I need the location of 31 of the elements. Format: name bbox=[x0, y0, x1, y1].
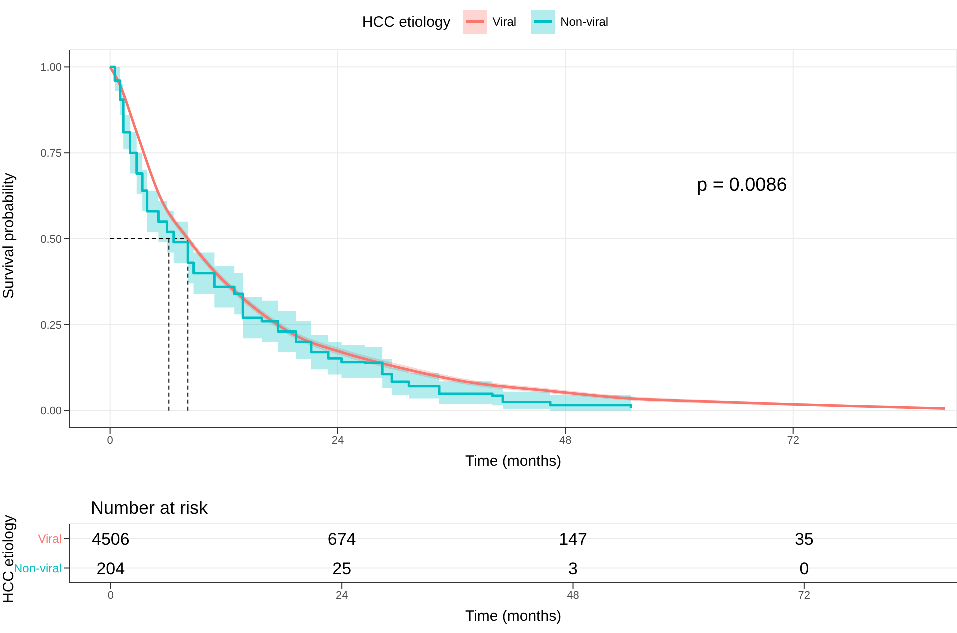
data-label: 35 bbox=[794, 530, 814, 549]
y-tick-label: Viral bbox=[38, 532, 62, 546]
data-label: 674 bbox=[328, 530, 356, 549]
legend-label: Viral bbox=[492, 15, 517, 29]
annotation: p = 0.0086 bbox=[697, 175, 788, 197]
x-axis-title: Time (months) bbox=[465, 453, 562, 470]
y-tick-label: 0.75 bbox=[40, 148, 62, 160]
y-tick-label: 0.00 bbox=[40, 406, 62, 418]
x-tick-label: 24 bbox=[336, 590, 348, 602]
x-tick-label: 72 bbox=[798, 590, 811, 602]
x-axis-title: Time (months) bbox=[465, 608, 562, 625]
legend-label: Non-viral bbox=[560, 15, 609, 29]
x-tick-label: 24 bbox=[332, 434, 344, 447]
y-axis-title: Survival probability bbox=[0, 172, 18, 299]
y-tick-label: Non-viral bbox=[14, 561, 62, 576]
x-tick-label: 48 bbox=[567, 590, 580, 602]
data-label: 25 bbox=[332, 559, 352, 578]
x-tick-label: 72 bbox=[787, 434, 800, 447]
chart-title: Number at risk bbox=[91, 498, 208, 519]
data-label: 147 bbox=[559, 530, 588, 549]
y-tick-label: 0.50 bbox=[40, 234, 62, 246]
legend-title: HCC etiology bbox=[362, 14, 451, 30]
x-tick-label: 48 bbox=[560, 434, 572, 447]
data-label: 3 bbox=[568, 559, 578, 578]
data-label: 4506 bbox=[92, 530, 130, 549]
y-tick-label: 0.25 bbox=[40, 320, 62, 332]
data-label: 0 bbox=[800, 559, 810, 578]
data-label: 204 bbox=[96, 559, 126, 578]
x-tick-label: 0 bbox=[107, 434, 114, 447]
x-tick-label: 0 bbox=[108, 590, 114, 602]
y-tick-label: 1.00 bbox=[40, 62, 62, 74]
